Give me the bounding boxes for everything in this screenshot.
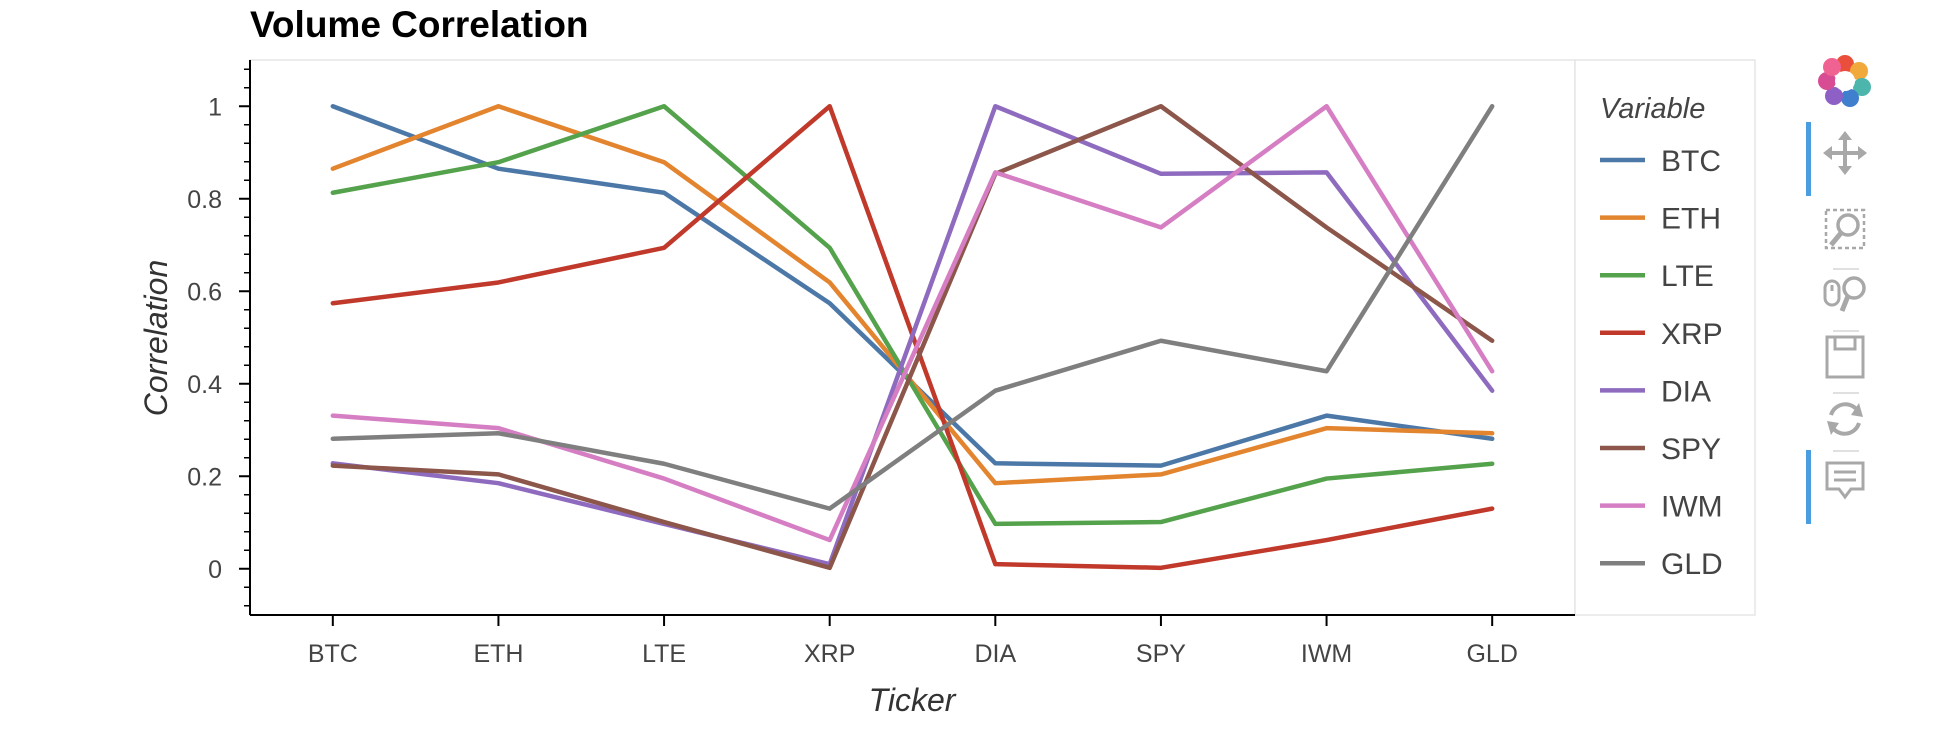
legend-label-spy[interactable]: SPY (1661, 433, 1721, 466)
legend-box (1574, 59, 1756, 616)
toolbar-separator (1833, 392, 1859, 394)
legend-label-iwm[interactable]: IWM (1661, 491, 1723, 524)
y-tick-label: 0.8 (187, 186, 222, 214)
y-tick-label: 1 (208, 93, 222, 121)
legend-label-lte[interactable]: LTE (1661, 260, 1714, 293)
toolbar-separator (1833, 330, 1859, 332)
y-tick-label: 0.6 (187, 278, 222, 306)
legend-label-xrp[interactable]: XRP (1661, 318, 1723, 351)
x-tick-label: GLD (1466, 640, 1517, 668)
x-axis-title: Ticker (869, 682, 957, 718)
save-tool-icon[interactable] (1812, 324, 1878, 390)
hover-tool-icon[interactable] (1806, 448, 1878, 524)
series-line-lte[interactable] (330, 104, 1495, 527)
series-layer (330, 104, 1495, 571)
legend-label-gld[interactable]: GLD (1661, 548, 1723, 581)
legend-label-btc[interactable]: BTC (1661, 145, 1721, 178)
series-line-spy[interactable] (330, 104, 1495, 571)
y-tick-label: 0.4 (187, 371, 222, 399)
x-tick-label: ETH (473, 640, 523, 668)
y-axis-ticks: 0 0.2 0.4 0.6 0.8 1 (187, 68, 250, 607)
x-tick-label: DIA (974, 640, 1016, 668)
toolbar-separator (1833, 450, 1859, 452)
x-tick-label: LTE (642, 640, 686, 668)
wheel-zoom-tool-icon[interactable] (1812, 262, 1878, 328)
chart-toolbar (1800, 48, 1890, 608)
chart-title: Volume Correlation (250, 4, 589, 45)
legend-label-eth[interactable]: ETH (1661, 203, 1721, 236)
x-tick-label: IWM (1301, 640, 1352, 668)
legend-title: Variable (1600, 93, 1705, 125)
series-line-gld[interactable] (330, 104, 1495, 511)
legend-items: BTC ETH LTE XRP DIA SPY IWM GLD (1600, 145, 1723, 581)
bokeh-logo-icon[interactable] (1812, 48, 1878, 114)
pan-tool-icon[interactable] (1806, 120, 1878, 196)
toolbar-separator (1833, 268, 1859, 270)
y-tick-label: 0.2 (187, 463, 222, 491)
x-tick-label: XRP (804, 640, 855, 668)
legend-label-dia[interactable]: DIA (1661, 375, 1711, 408)
y-tick-label: 0 (208, 556, 222, 584)
series-line-dia[interactable] (330, 104, 1495, 567)
x-tick-label: BTC (308, 640, 358, 668)
box-zoom-tool-icon[interactable] (1812, 196, 1878, 262)
reset-tool-icon[interactable] (1812, 386, 1878, 452)
x-tick-label: SPY (1136, 640, 1186, 668)
x-axis-ticks: BTC ETH LTE XRP DIA SPY IWM GLD (308, 615, 1518, 668)
y-axis-title: Correlation (138, 260, 174, 417)
